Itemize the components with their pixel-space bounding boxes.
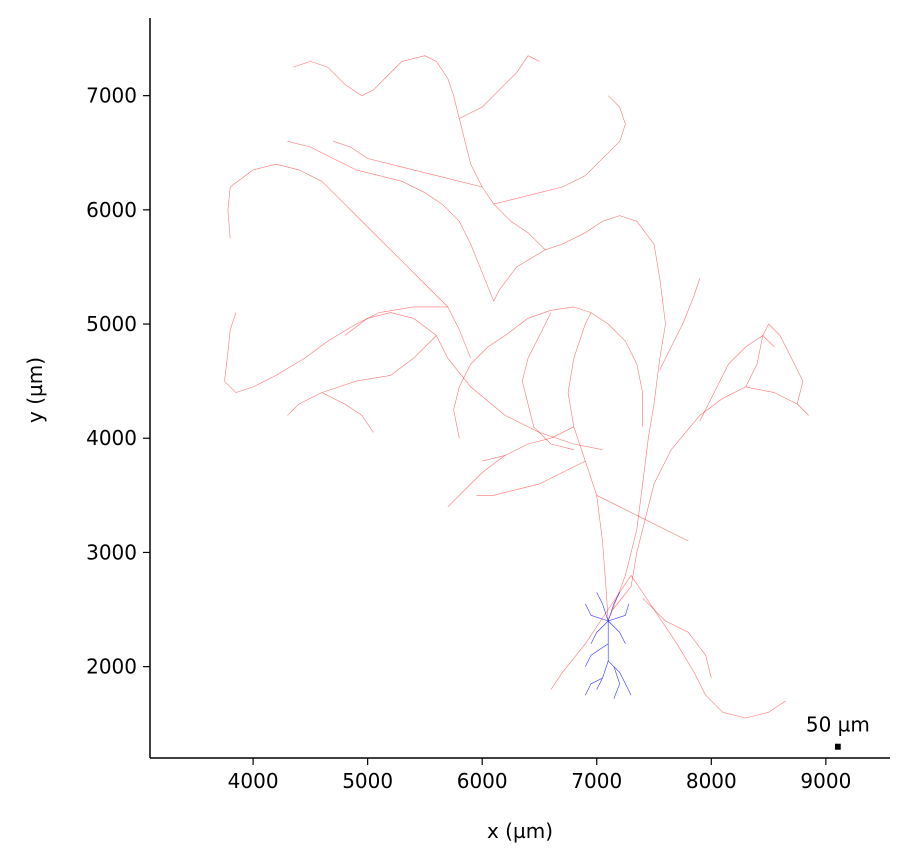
trace-path — [699, 335, 775, 422]
series-0 — [224, 55, 809, 719]
x-tick-label: 7000 — [571, 769, 622, 793]
trace-path — [321, 392, 374, 433]
trace-path — [607, 620, 626, 644]
trace-path — [333, 141, 483, 188]
trace-path — [590, 620, 609, 644]
y-tick-label: 2000 — [86, 655, 137, 679]
trace-path — [596, 592, 609, 622]
trace-path — [476, 460, 586, 496]
x-tick-label: 9000 — [800, 769, 851, 793]
trace-path — [493, 95, 626, 205]
y-ticks: 2000 3000 4000 5000 6000 7000 — [86, 84, 150, 679]
x-ticks: 4000 5000 6000 7000 8000 9000 — [228, 758, 851, 793]
axes — [149, 18, 890, 759]
trace-path — [607, 660, 632, 696]
trace-path — [493, 215, 666, 616]
trace-path — [447, 455, 506, 508]
trace-path — [745, 323, 804, 405]
trace-path — [293, 55, 546, 251]
y-tick-label: 4000 — [86, 426, 137, 450]
trace-path — [590, 312, 643, 427]
trace-path — [224, 306, 448, 393]
trace-path — [612, 386, 809, 610]
trace-path — [227, 163, 471, 359]
y-tick-label: 3000 — [86, 540, 137, 564]
trace-path — [642, 597, 712, 679]
x-tick-label: 4000 — [228, 769, 279, 793]
y-tick-label: 6000 — [86, 198, 137, 222]
trace-path — [521, 312, 574, 450]
y-tick-label: 5000 — [86, 312, 137, 336]
scale-bar: 50 µm — [806, 713, 870, 750]
trace-path — [659, 278, 701, 370]
x-axis-title: x (µm) — [487, 819, 553, 843]
trace-path — [453, 306, 592, 439]
trace-path — [608, 603, 630, 622]
trace-path — [344, 312, 603, 450]
x-tick-label: 8000 — [686, 769, 737, 793]
trace-path — [585, 677, 603, 696]
series-1 — [585, 592, 632, 699]
trace-path — [596, 621, 609, 690]
trace-path — [287, 141, 494, 302]
neuron-traces — [224, 55, 809, 719]
x-tick-label: 5000 — [342, 769, 393, 793]
y-tick-label: 7000 — [86, 84, 137, 108]
trace-path — [585, 603, 609, 622]
scale-bar-rect — [835, 743, 841, 750]
trace-path — [459, 55, 540, 119]
x-tick-label: 6000 — [457, 769, 508, 793]
scale-bar-label: 50 µm — [806, 713, 870, 737]
trace-path — [613, 666, 621, 699]
trace-path — [567, 312, 609, 622]
trace-path — [482, 426, 574, 462]
trace-path — [630, 575, 786, 719]
trace-path — [585, 643, 609, 667]
trace-path — [607, 592, 620, 622]
trace-path — [596, 495, 689, 542]
y-axis-title: y (µm) — [23, 357, 47, 423]
trace-path — [550, 575, 632, 690]
trace-path — [287, 335, 437, 416]
